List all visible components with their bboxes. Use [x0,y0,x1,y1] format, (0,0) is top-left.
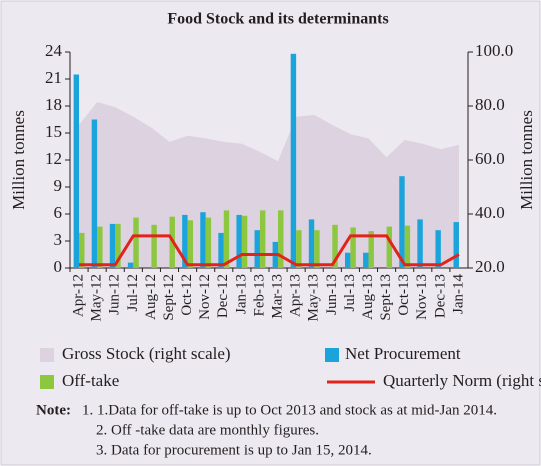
bar [254,230,260,268]
bar [241,215,248,268]
x-tick-label: Sept-13 [378,274,394,321]
bar [363,252,369,268]
x-tick-label: Aug-13 [360,274,376,320]
y-tick-label: 12 [45,149,62,168]
x-tick-label: Jun-12 [107,274,123,315]
y2-tick-label: 60.0 [475,149,505,168]
bar [332,224,338,268]
x-tick-label: Dec-12 [215,274,231,318]
note: 1. 1.Data for off-take is up to Oct 2013… [82,402,497,418]
bar [236,214,242,268]
legend-label: Quarterly Norm (right scale) [383,371,541,390]
bar [127,262,134,268]
bar [133,217,139,268]
bar [115,223,121,268]
note: 2. Off -take data are monthly figures. [96,422,319,438]
y2-tick-label: 40.0 [475,203,505,222]
notes-label: Note: [36,402,71,418]
y2-tick-label: 80.0 [475,95,505,114]
x-tick-label: Jul-12 [125,274,141,312]
legend-label: Gross Stock (right scale) [62,344,231,363]
x-tick-label: Apr-12 [70,274,86,317]
y-tick-label: 6 [54,203,63,222]
x-tick-label: May-13 [306,274,322,322]
bar [314,230,320,268]
y-axis-label: Million tonnes [9,110,28,210]
y2-axis-label: Million tonnes [517,110,536,210]
bar [97,226,103,268]
bar [259,210,266,268]
bar [290,53,297,268]
x-tick-label: Oct-12 [179,274,195,316]
bar [399,176,405,268]
bar [453,222,459,268]
legend-swatch [40,348,54,362]
bar [350,227,356,268]
bar [296,230,302,268]
bar [386,226,393,268]
bar [205,217,212,268]
legend-label: Off-take [62,371,119,390]
bar [435,230,441,268]
legend-label: Net Procurement [345,344,461,363]
legend-swatch [40,375,54,389]
bar [278,210,284,268]
bar [223,210,230,268]
y-tick-label: 15 [45,122,62,141]
x-tick-label: Dec-13 [432,274,448,318]
y-tick-label: 0 [54,257,63,276]
x-tick-label: Aug-12 [143,274,159,320]
bar [308,219,315,268]
x-tick-label: Sept-12 [161,274,177,321]
bar [218,232,224,268]
y-tick-label: 3 [54,230,63,249]
x-tick-label: Jul-13 [342,274,358,312]
bar [109,223,116,268]
y-tick-label: 21 [45,68,62,87]
chart-title: Food Stock and its determinants [167,11,388,28]
x-tick-label: Jun-13 [324,274,340,315]
bar [151,224,157,268]
legend-swatch [325,348,339,362]
bar [187,220,194,268]
bar [91,119,98,268]
x-tick-label: Oct-13 [396,274,412,316]
bar [404,225,411,268]
line [79,234,460,267]
x-tick-label: May-12 [89,274,105,322]
bar [368,231,374,268]
note: 3. Data for procurement is up to Jan 15,… [96,442,372,458]
y2-tick-label: 20.0 [475,257,505,276]
x-tick-label: Apr-13 [288,274,304,317]
y-tick-label: 9 [54,176,63,195]
y2-tick-label: 100.0 [475,41,513,60]
x-tick-label: Nov-13 [414,274,430,320]
x-tick-label: Nov-12 [197,274,213,320]
x-tick-label: Jan-13 [233,274,249,314]
bar [200,212,206,268]
bar [79,232,85,268]
bar [182,214,188,268]
y-tick-label: 18 [45,95,62,114]
bar [417,219,423,268]
x-tick-label: Jan-14 [450,274,466,314]
x-tick-label: Mar-13 [269,274,285,319]
bar [73,74,80,268]
bar [344,252,351,268]
x-tick-label: Feb-13 [251,274,267,317]
y-tick-label: 24 [45,41,63,60]
